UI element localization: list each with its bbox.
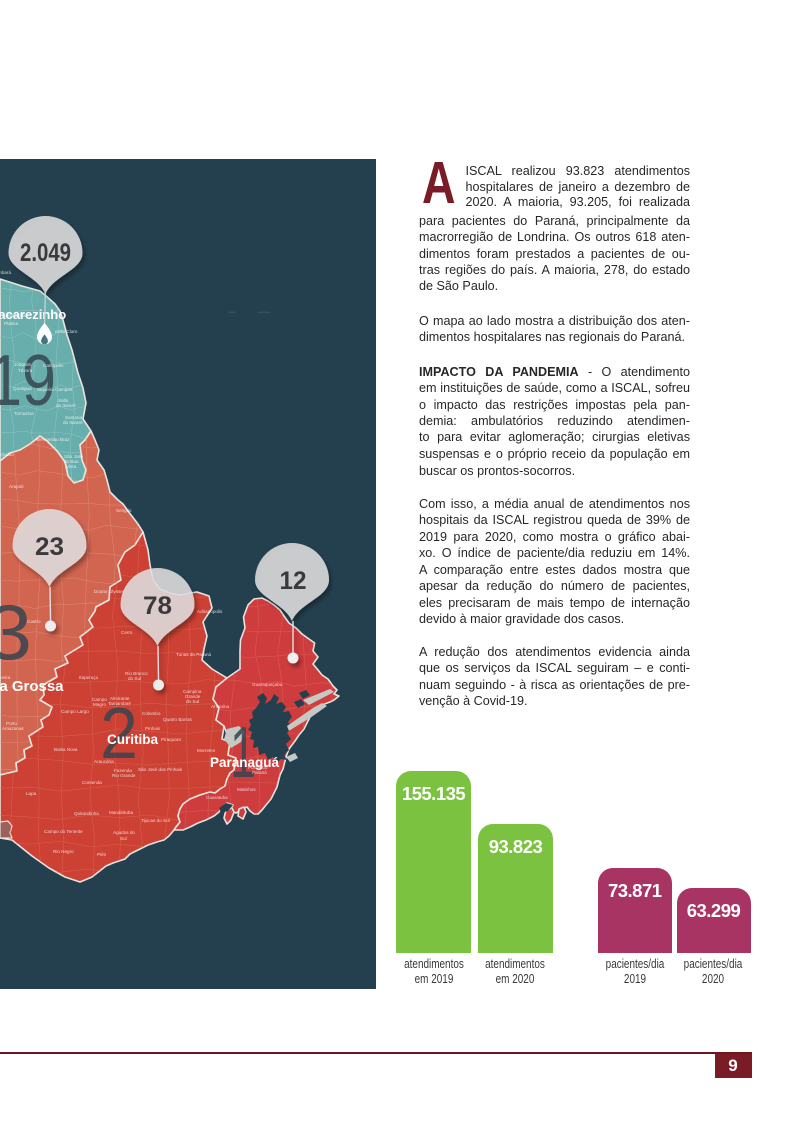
svg-text:Wenceslau Braz: Wenceslau Braz (36, 437, 70, 442)
svg-text:Arapoti: Arapoti (9, 484, 24, 489)
svg-text:Carlópolis: Carlópolis (43, 363, 64, 368)
svg-text:Jacarezinho: Jacarezinho (0, 307, 66, 322)
svg-text:Pinhais: Pinhais (145, 726, 161, 731)
svg-text:Quatiguá: Quatiguá (13, 386, 32, 391)
svg-text:Salto: Salto (58, 398, 69, 403)
svg-text:Sul: Sul (120, 836, 127, 841)
svg-text:Lapa: Lapa (26, 791, 37, 796)
svg-text:Contenda: Contenda (82, 780, 102, 785)
svg-text:Ponta Grossa: Ponta Grossa (0, 678, 64, 695)
svg-text:2.049: 2.049 (20, 239, 71, 267)
svg-text:12: 12 (280, 567, 307, 595)
svg-text:Grande: Grande (185, 694, 201, 699)
svg-text:nhalão: nhalão (0, 452, 14, 457)
svg-text:Campina: Campina (183, 689, 202, 694)
svg-text:Agudos do: Agudos do (113, 830, 135, 835)
svg-text:Távora: Távora (18, 368, 33, 373)
svg-text:Paraná: Paraná (252, 770, 267, 775)
svg-text:Siqueira Campos: Siqueira Campos (37, 387, 73, 392)
svg-text:Piên: Piên (97, 852, 107, 857)
svg-text:Piraquara: Piraquara (161, 737, 181, 742)
svg-text:23: 23 (35, 533, 64, 561)
svg-text:Amazonas: Amazonas (2, 726, 24, 731)
svg-text:neira: neira (0, 675, 11, 680)
svg-text:Tunas do Paraná: Tunas do Paraná (176, 652, 212, 657)
svg-text:Balsa Nova: Balsa Nova (54, 747, 78, 752)
svg-text:Campo: Campo (92, 697, 107, 702)
svg-text:o Ambrósio: o Ambrósio (4, 313, 27, 318)
svg-text:Doutor Ulysses: Doutor Ulysses (94, 589, 126, 594)
svg-text:78: 78 (143, 592, 172, 620)
svg-text:19: 19 (0, 341, 56, 421)
svg-text:Antonina: Antonina (211, 704, 230, 709)
svg-text:Porto: Porto (6, 721, 17, 726)
svg-text:Vista: Vista (66, 464, 77, 469)
svg-text:Campo Largo: Campo Largo (61, 709, 89, 714)
svg-text:Paranaguá: Paranaguá (210, 755, 280, 770)
svg-text:Joaquim: Joaquim (14, 362, 32, 367)
svg-text:Cerro: Cerro (121, 630, 133, 635)
svg-text:Araucária: Araucária (94, 759, 114, 764)
svg-text:do Itararé: do Itararé (56, 403, 76, 408)
svg-text:Castro: Castro (27, 619, 41, 624)
svg-text:Rio Branco: Rio Branco (125, 671, 148, 676)
svg-text:Morretes: Morretes (197, 748, 216, 753)
svg-text:Sengés: Sengés (116, 508, 132, 513)
svg-text:Mandirituba: Mandirituba (109, 810, 133, 815)
svg-text:Campo do Tenente: Campo do Tenente (44, 829, 83, 834)
svg-text:Adrianópolis: Adrianópolis (197, 609, 223, 614)
svg-text:do Sul: do Sul (186, 699, 199, 704)
svg-text:Rio Grande: Rio Grande (112, 773, 136, 778)
svg-text:Guaraqueçaba: Guaraqueçaba (252, 682, 283, 687)
svg-text:São José: São José (64, 454, 84, 459)
svg-text:Curitiba: Curitiba (107, 732, 158, 747)
svg-text:Tamandaré: Tamandaré (108, 701, 131, 706)
svg-text:1: 1 (230, 713, 256, 793)
svg-text:eirão Claro: eirão Claro (55, 329, 78, 334)
svg-text:Fazenda: Fazenda (114, 768, 132, 773)
svg-text:3: 3 (0, 588, 32, 676)
svg-text:Magro: Magro (93, 702, 106, 707)
svg-text:Santana: Santana (65, 415, 83, 420)
svg-text:do Sul: do Sul (128, 676, 141, 681)
svg-text:Itaperuçu: Itaperuçu (79, 675, 99, 680)
svg-text:Tijucas do Sul: Tijucas do Sul (141, 818, 170, 823)
svg-text:Rio Negro: Rio Negro (53, 849, 74, 854)
svg-text:Tomazina: Tomazina (14, 411, 34, 416)
svg-text:Platina: Platina (4, 321, 18, 326)
svg-text:Pontal do: Pontal do (248, 765, 268, 770)
svg-text:Almirante: Almirante (110, 696, 130, 701)
svg-text:2: 2 (100, 694, 138, 774)
svg-text:da Boa: da Boa (64, 459, 79, 464)
svg-text:mbará: mbará (0, 270, 11, 275)
svg-text:São José dos Pinhais: São José dos Pinhais (138, 767, 183, 772)
svg-text:Quitandinha: Quitandinha (74, 811, 99, 816)
svg-text:Matinhos: Matinhos (237, 787, 256, 792)
svg-text:Colombo: Colombo (142, 711, 161, 716)
svg-text:do Itararé: do Itararé (63, 420, 83, 425)
svg-text:Quatro Barras: Quatro Barras (163, 717, 193, 722)
svg-text:Guaratuba: Guaratuba (206, 795, 228, 800)
